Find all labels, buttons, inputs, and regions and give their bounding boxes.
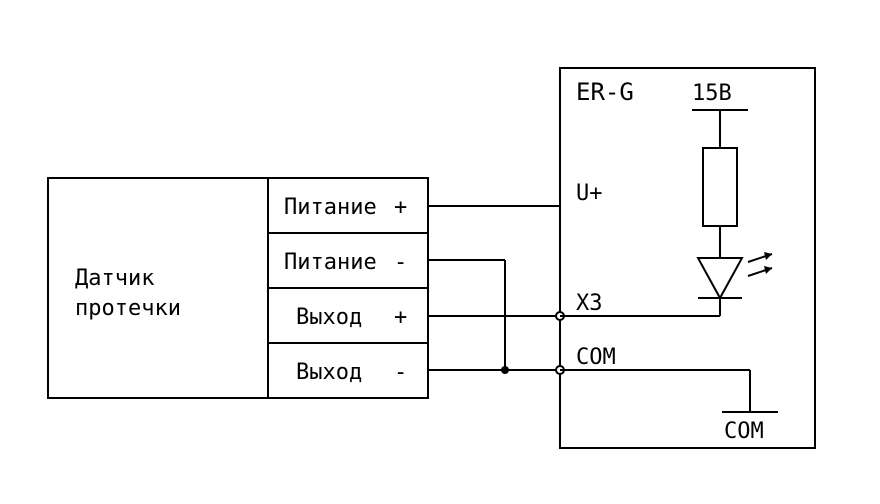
pin-com-label: COM bbox=[576, 345, 616, 370]
terminal-sign: - bbox=[394, 360, 407, 385]
sensor-title-line2: протечки bbox=[75, 296, 181, 321]
pin-x3-label: X3 bbox=[576, 291, 603, 316]
terminal-label: Выход bbox=[296, 305, 362, 330]
terminal-label: Питание bbox=[284, 250, 377, 275]
terminal-power-minus: Питание - bbox=[268, 233, 428, 288]
pin-u-plus-label: U+ bbox=[576, 181, 603, 206]
junction-dot-com bbox=[501, 366, 509, 374]
terminal-sign: - bbox=[394, 250, 407, 275]
module-title: ER-G bbox=[576, 78, 634, 106]
terminal-output-plus: Выход + bbox=[268, 288, 428, 343]
wiring-diagram: Датчик протечки Питание + Питание - Выхо… bbox=[0, 0, 880, 504]
terminal-sign: + bbox=[394, 305, 407, 330]
terminal-output-minus: Выход - bbox=[268, 343, 428, 398]
sensor-title-line1: Датчик bbox=[75, 266, 154, 291]
led-icon bbox=[698, 252, 772, 298]
com-bottom-label: COM bbox=[724, 419, 764, 444]
supply-15v-label: 15В bbox=[692, 81, 732, 106]
terminal-label: Выход bbox=[296, 360, 362, 385]
terminal-power-plus: Питание + bbox=[268, 178, 428, 233]
module-box bbox=[560, 68, 815, 448]
resistor-icon bbox=[703, 148, 737, 226]
terminal-sign: + bbox=[394, 195, 407, 220]
terminal-label: Питание bbox=[284, 195, 377, 220]
